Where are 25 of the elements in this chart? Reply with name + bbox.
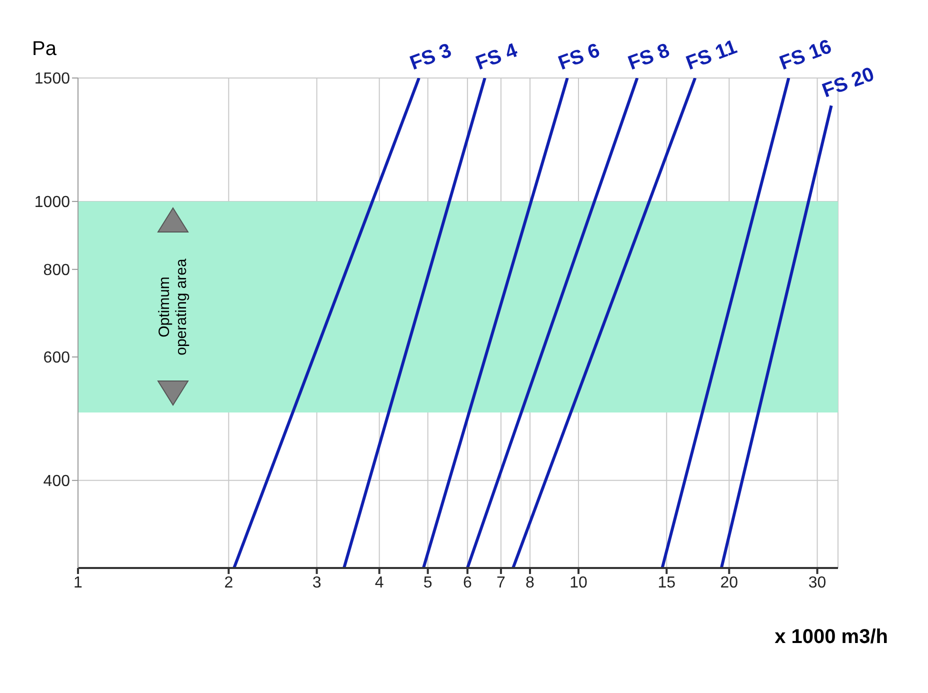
x-tick-label: 20 [720,574,738,592]
y-tick-label: 1500 [34,70,70,88]
x-tick-label: 2 [224,574,234,592]
y-tick-label: 400 [43,473,70,490]
x-tick-label: 3 [312,574,322,592]
x-tick-label: 30 [808,574,826,592]
text: FS 11 [683,36,740,75]
y-tick-label: 1000 [34,194,70,212]
x-tick-label: 15 [658,574,676,592]
text: FS 4 [473,39,522,75]
text: FS 8 [625,40,673,75]
text: FS 6 [556,40,603,75]
band-label: Optimum operating area [156,258,190,358]
y-axis-title: Pa [32,38,56,61]
x-tick-label: 8 [526,574,535,592]
x-tick-label: 4 [374,574,384,592]
y-tick-label: 800 [43,262,70,280]
text: FS 3 [407,40,454,75]
x-tick-label: 7 [496,574,506,592]
x-tick-label: 1 [74,574,83,592]
y-tick-label: 600 [43,350,70,367]
x-tick-label: 10 [570,574,588,592]
x-tick-label: 5 [423,574,432,592]
x-tick-label: 6 [463,574,472,592]
x-axis-title: x 1000 m3/h [774,626,888,649]
